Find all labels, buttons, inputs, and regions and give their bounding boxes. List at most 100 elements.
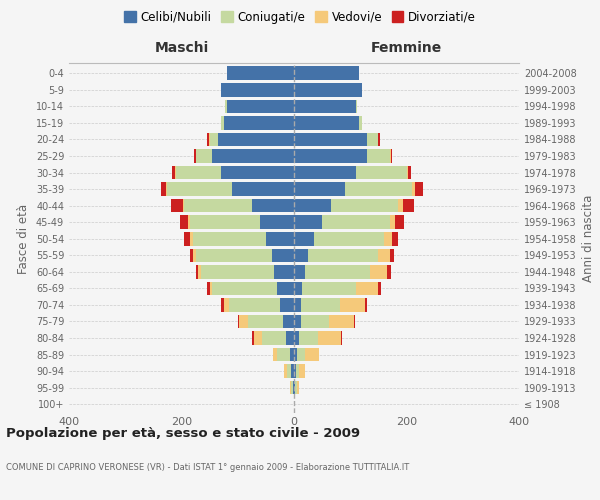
Bar (387, 265, 391, 278)
Bar (294, 282, 302, 295)
Bar (212, 282, 277, 295)
Bar (196, 265, 199, 278)
Bar (180, 216, 188, 229)
Bar (248, 314, 283, 328)
Bar (229, 298, 280, 312)
Bar (226, 100, 227, 113)
Bar (356, 100, 357, 113)
Bar (284, 364, 287, 378)
Bar (209, 282, 212, 295)
Text: Maschi: Maschi (154, 41, 209, 55)
Legend: Celibi/Nubili, Coniugati/e, Vedovi/e, Divorziati/e: Celibi/Nubili, Coniugati/e, Vedovi/e, Di… (119, 6, 481, 28)
Bar (260, 216, 294, 229)
Bar (305, 348, 319, 362)
Bar (271, 248, 294, 262)
Bar (379, 248, 389, 262)
Bar (301, 298, 340, 312)
Bar (167, 182, 232, 196)
Bar (227, 66, 294, 80)
Bar (395, 216, 404, 229)
Bar (283, 314, 294, 328)
Bar (224, 298, 229, 312)
Bar (301, 314, 329, 328)
Bar (277, 282, 294, 295)
Bar (209, 132, 218, 146)
Bar (391, 149, 392, 163)
Bar (344, 182, 412, 196)
Bar (294, 116, 359, 130)
Bar (212, 149, 294, 163)
Bar (176, 166, 221, 179)
Bar (272, 348, 277, 362)
Bar (384, 232, 392, 245)
Text: COMUNE DI CAPRINO VERONESE (VR) - Dati ISTAT 1° gennaio 2009 - Elaborazione TUTT: COMUNE DI CAPRINO VERONESE (VR) - Dati I… (6, 462, 409, 471)
Bar (331, 199, 398, 212)
Bar (221, 166, 294, 179)
Y-axis label: Fasce di età: Fasce di età (17, 204, 30, 274)
Bar (408, 166, 411, 179)
Bar (294, 265, 305, 278)
Bar (193, 248, 196, 262)
Bar (389, 248, 394, 262)
Bar (318, 332, 341, 345)
Bar (294, 100, 356, 113)
Bar (172, 199, 182, 212)
Bar (190, 216, 260, 229)
Bar (407, 166, 408, 179)
Bar (294, 314, 301, 328)
Bar (296, 364, 299, 378)
Bar (359, 116, 361, 130)
Bar (294, 83, 361, 96)
Bar (221, 83, 294, 96)
Y-axis label: Anni di nascita: Anni di nascita (582, 195, 595, 282)
Bar (294, 332, 299, 345)
Bar (356, 282, 379, 295)
Bar (295, 381, 297, 394)
Bar (291, 364, 294, 378)
Bar (224, 116, 294, 130)
Bar (294, 348, 297, 362)
Bar (194, 149, 196, 163)
Text: Femmine: Femmine (371, 41, 442, 55)
Bar (184, 232, 190, 245)
Bar (196, 248, 271, 262)
Bar (196, 149, 212, 163)
Bar (193, 232, 266, 245)
Bar (412, 182, 415, 196)
Bar (294, 364, 296, 378)
Bar (201, 265, 274, 278)
Bar (184, 199, 252, 212)
Bar (277, 348, 290, 362)
Bar (415, 182, 424, 196)
Bar (329, 314, 354, 328)
Bar (287, 364, 291, 378)
Bar (299, 364, 305, 378)
Bar (379, 282, 381, 295)
Bar (294, 216, 322, 229)
Bar (294, 66, 359, 80)
Bar (182, 199, 184, 212)
Bar (322, 216, 389, 229)
Bar (188, 216, 190, 229)
Bar (294, 199, 331, 212)
Bar (389, 149, 391, 163)
Text: Popolazione per età, sesso e stato civile - 2009: Popolazione per età, sesso e stato civil… (6, 428, 360, 440)
Bar (294, 182, 344, 196)
Bar (367, 132, 379, 146)
Bar (356, 166, 407, 179)
Bar (221, 116, 224, 130)
Bar (305, 265, 370, 278)
Bar (403, 199, 414, 212)
Bar (199, 265, 201, 278)
Bar (190, 248, 193, 262)
Bar (207, 282, 209, 295)
Bar (294, 381, 295, 394)
Bar (266, 232, 294, 245)
Bar (161, 182, 166, 196)
Bar (290, 381, 291, 394)
Bar (370, 265, 387, 278)
Bar (294, 132, 367, 146)
Bar (221, 298, 224, 312)
Bar (166, 182, 167, 196)
Bar (290, 348, 294, 362)
